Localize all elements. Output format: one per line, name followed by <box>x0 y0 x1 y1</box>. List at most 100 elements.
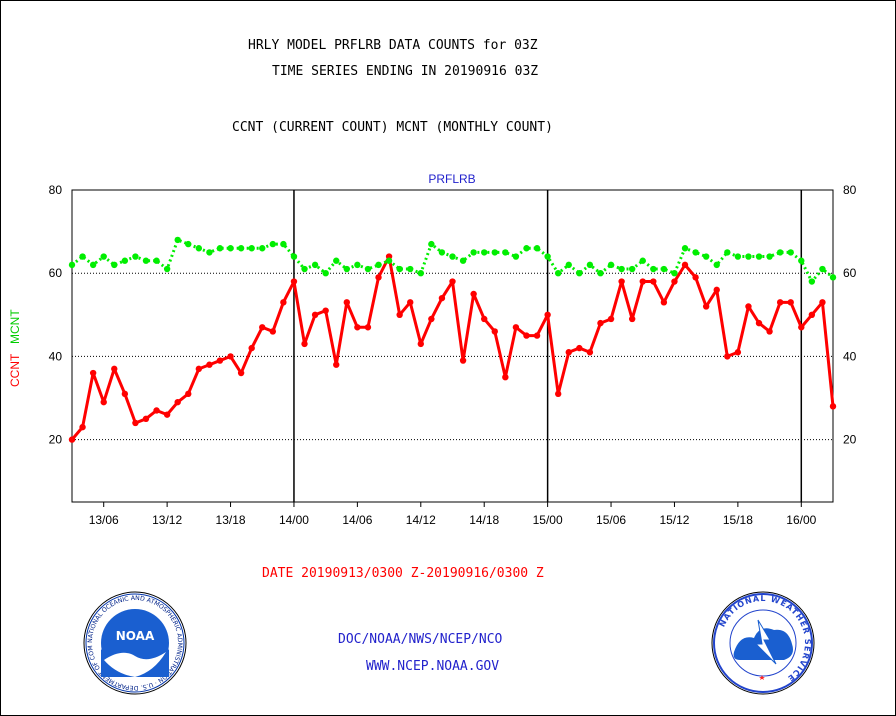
data-point-ccnt <box>798 324 805 331</box>
footer-website[interactable]: WWW.NCEP.NOAA.GOV <box>366 659 500 674</box>
data-point-mcnt <box>269 240 277 248</box>
data-point-mcnt <box>417 270 424 277</box>
chart-title-line1: HRLY MODEL PRFLRB DATA COUNTS for 03Z <box>248 38 538 53</box>
data-point-ccnt <box>407 299 414 306</box>
data-point-mcnt <box>354 261 361 269</box>
data-point-ccnt <box>512 324 520 331</box>
data-point-mcnt <box>385 257 393 264</box>
series-ccnt <box>68 253 837 443</box>
data-point-mcnt <box>745 253 752 260</box>
data-point-ccnt <box>459 357 467 364</box>
y-tick-label-right: 60 <box>843 266 857 280</box>
data-point-ccnt <box>745 303 752 310</box>
plot-title: PRFLRB <box>428 172 475 186</box>
noaa-logo: NATIONAL OCEANIC AND ATMOSPHERIC ADMINIS… <box>82 590 187 695</box>
data-point-mcnt <box>787 249 794 256</box>
data-point-mcnt <box>375 261 382 269</box>
data-point-ccnt <box>755 319 763 327</box>
y-tick-label-left: 20 <box>49 433 63 447</box>
x-tick-label: 13/06 <box>89 513 119 527</box>
data-point-ccnt <box>724 353 731 360</box>
data-point-mcnt <box>671 270 678 277</box>
data-point-ccnt <box>576 344 583 352</box>
data-point-ccnt <box>269 328 277 335</box>
footer-organization: DOC/NOAA/NWS/NCEP/NCO <box>338 632 503 647</box>
data-point-mcnt <box>142 257 150 264</box>
data-point-mcnt <box>449 253 456 260</box>
data-point-ccnt <box>185 390 192 398</box>
data-point-mcnt <box>121 257 129 264</box>
data-point-mcnt <box>311 261 319 269</box>
data-point-ccnt <box>100 398 107 406</box>
data-point-mcnt <box>544 253 551 260</box>
data-point-mcnt <box>533 245 541 252</box>
data-point-mcnt <box>396 265 403 273</box>
data-point-mcnt <box>237 245 245 252</box>
nws-logo: NATIONAL WEATHER SERVICE <box>711 591 815 695</box>
data-point-ccnt <box>628 315 636 323</box>
data-point-mcnt <box>586 261 594 269</box>
data-point-mcnt <box>132 253 139 260</box>
data-point-mcnt <box>153 257 160 264</box>
data-point-ccnt <box>639 278 646 285</box>
x-tick-label: 13/12 <box>152 513 182 527</box>
x-tick-label: 14/18 <box>469 513 499 527</box>
data-point-mcnt <box>174 236 181 244</box>
date-range-label: DATE 20190913/0300 Z-20190916/0300 Z <box>262 566 544 581</box>
data-point-mcnt <box>407 265 414 273</box>
data-point-ccnt <box>702 303 710 310</box>
data-point-ccnt <box>79 423 86 431</box>
data-point-mcnt <box>259 245 266 252</box>
data-point-ccnt <box>322 307 329 314</box>
data-point-mcnt <box>79 253 86 260</box>
x-tick-label: 15/00 <box>533 513 563 527</box>
data-point-ccnt <box>618 278 625 285</box>
data-point-mcnt <box>470 249 477 256</box>
y-tick-label-right: 40 <box>843 349 857 363</box>
data-point-mcnt <box>776 249 784 256</box>
data-point-ccnt <box>734 349 742 356</box>
data-point-ccnt <box>787 299 794 306</box>
data-point-mcnt <box>628 265 636 273</box>
data-point-ccnt <box>502 374 509 381</box>
data-point-mcnt <box>819 265 826 273</box>
data-point-ccnt <box>153 407 160 414</box>
data-point-ccnt <box>290 278 298 285</box>
x-tick-label: 15/06 <box>596 513 626 527</box>
data-point-ccnt <box>692 274 699 281</box>
data-point-ccnt <box>681 261 689 269</box>
data-point-ccnt <box>121 390 129 398</box>
data-point-mcnt <box>576 270 583 277</box>
y-tick-label-left: 80 <box>49 183 63 197</box>
data-point-mcnt <box>724 249 731 256</box>
data-point-ccnt <box>343 299 351 306</box>
data-point-ccnt <box>333 361 340 368</box>
data-point-mcnt <box>89 261 97 269</box>
data-point-mcnt <box>428 240 435 248</box>
x-tick-label: 16/00 <box>786 513 816 527</box>
x-tick-label: 14/12 <box>406 513 436 527</box>
data-point-mcnt <box>702 253 710 260</box>
chart-title-line2: TIME SERIES ENDING IN 20190916 03Z <box>272 64 539 79</box>
data-point-ccnt <box>544 311 551 318</box>
data-point-mcnt <box>481 249 488 256</box>
data-point-ccnt <box>438 294 446 302</box>
data-point-ccnt <box>671 278 678 285</box>
data-point-mcnt <box>163 265 171 273</box>
data-point-ccnt <box>132 419 139 427</box>
noaa-logo-text: NOAA <box>116 629 155 643</box>
x-tick-label: 15/18 <box>723 513 753 527</box>
data-point-ccnt <box>227 353 234 360</box>
data-point-mcnt <box>618 265 625 273</box>
data-point-ccnt <box>597 319 604 327</box>
data-point-ccnt <box>481 315 488 323</box>
data-point-ccnt <box>523 332 530 339</box>
data-point-ccnt <box>713 286 720 294</box>
data-point-ccnt <box>206 361 213 368</box>
data-point-ccnt <box>142 415 150 422</box>
data-point-mcnt <box>808 278 816 285</box>
data-point-mcnt <box>100 253 107 260</box>
data-point-mcnt <box>734 253 742 260</box>
data-point-mcnt <box>364 265 372 273</box>
data-point-ccnt <box>554 390 562 398</box>
